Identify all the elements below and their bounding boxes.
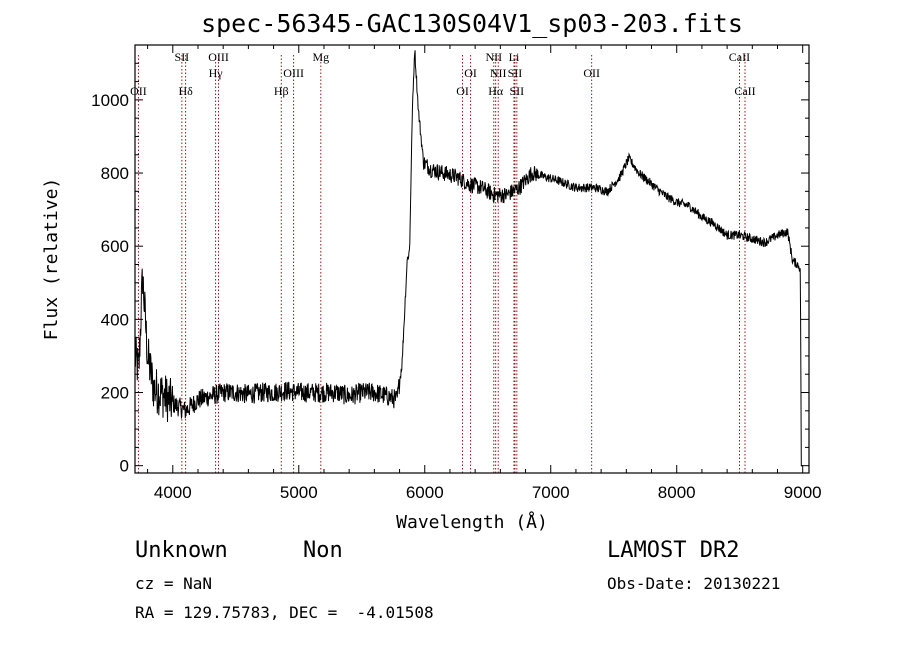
line-label: SII <box>175 50 190 64</box>
plot-frame <box>134 44 810 474</box>
survey-name: LAMOST DR2 <box>607 538 740 563</box>
x-axis-ticks: 4000 5000 6000 7000 8000 9000 <box>147 45 822 502</box>
x-tick-label: 4000 <box>154 483 192 502</box>
line-label: OII <box>130 84 147 98</box>
line-label: CaII <box>729 50 750 64</box>
y-tick-label: 0 <box>120 457 129 476</box>
y-tick-label: 400 <box>101 310 129 329</box>
x-tick-label: 9000 <box>784 483 822 502</box>
y-tick-label: 600 <box>101 237 129 256</box>
line-label: Hδ <box>178 84 193 98</box>
coordinates: RA = 129.75783, DEC = -4.01508 <box>135 603 434 622</box>
line-label: OIII <box>208 50 229 64</box>
line-label: SII <box>510 84 525 98</box>
emission-line-markers <box>137 55 746 473</box>
line-label: NII <box>485 50 502 64</box>
emission-line-labels: OII SII Hδ OIII Hγ Hβ OIII Mg OI OI NII NII Hα Li SII S… <box>130 50 756 98</box>
line-label: OI <box>456 84 469 98</box>
chart-title: spec-56345-GAC130S04V1_sp03-203.fits <box>201 9 743 38</box>
line-label: Li <box>509 50 520 64</box>
y-axis-label: Flux (relative) <box>41 178 62 341</box>
line-label: Mg <box>312 50 329 64</box>
y-tick-label: 800 <box>101 164 129 183</box>
x-tick-label: 7000 <box>532 483 570 502</box>
x-tick-label: 5000 <box>280 483 318 502</box>
spectral-class: Unknown <box>135 538 228 563</box>
spectrum-line <box>134 50 803 467</box>
y-tick-label: 1000 <box>91 91 129 110</box>
line-label: OI <box>464 66 477 80</box>
redshift-cz: cz = NaN <box>135 574 213 593</box>
line-label: CaII <box>734 84 755 98</box>
line-label: OII <box>583 66 600 80</box>
line-label: Hγ <box>209 66 224 80</box>
line-label: NII <box>490 66 507 80</box>
x-tick-label: 6000 <box>406 483 444 502</box>
y-tick-label: 200 <box>101 384 129 403</box>
y-axis-ticks: 0 200 400 600 800 1000 <box>91 62 809 476</box>
x-axis-label: Wavelength (Å) <box>396 511 548 533</box>
line-label: SII <box>508 66 523 80</box>
line-label: Hα <box>488 84 504 98</box>
x-tick-label: 8000 <box>658 483 696 502</box>
line-label: OIII <box>283 66 304 80</box>
observation-date: Obs-Date: 20130221 <box>607 574 781 593</box>
spectral-subclass: Non <box>303 538 343 563</box>
line-label: Hβ <box>274 84 289 98</box>
